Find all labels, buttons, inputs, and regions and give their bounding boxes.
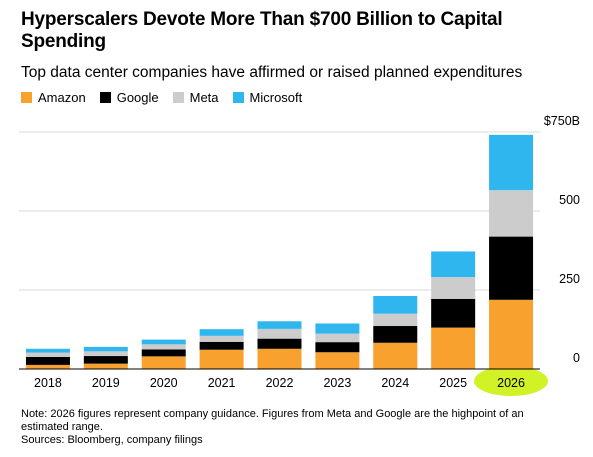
bar-segment	[83, 363, 128, 369]
bar-segment	[141, 344, 186, 350]
bar-segment	[141, 339, 186, 345]
legend-item: Amazon	[21, 90, 86, 105]
bar-segment	[257, 348, 302, 369]
y-tick-label: 250	[559, 272, 580, 286]
bar-segment	[257, 328, 302, 339]
bar-segment	[373, 326, 418, 343]
bar-segment	[489, 236, 534, 300]
legend-swatch	[21, 92, 32, 103]
bar-segment	[257, 338, 302, 349]
y-tick-label: 0	[573, 351, 580, 365]
bar-segment	[489, 134, 534, 191]
note: Note: 2026 figures represent company gui…	[21, 408, 524, 433]
chart-title: Hyperscalers Devote More Than $700 Billi…	[21, 9, 503, 52]
x-tick-label: 2024	[381, 376, 409, 390]
bar-segment	[25, 356, 70, 365]
x-tick-label: 2022	[266, 376, 294, 390]
bar-segment	[373, 342, 418, 369]
x-tick-label: 2026	[497, 376, 525, 390]
bar-segment	[315, 342, 360, 353]
legend-label: Meta	[189, 90, 219, 105]
bar-segment	[199, 335, 244, 342]
bar-segment	[83, 351, 128, 357]
legend-swatch	[232, 92, 244, 103]
x-tick-label: 2025	[439, 376, 467, 390]
bar-segment	[315, 323, 360, 334]
bar-segment	[315, 333, 360, 343]
legend-label: Microsoft	[249, 90, 303, 105]
legend-label: Google	[116, 90, 159, 105]
legend-item: Google	[99, 90, 159, 105]
x-tick-label: 2023	[323, 376, 351, 390]
legend-item: Microsoft	[232, 90, 303, 105]
bar-segment	[141, 356, 186, 369]
bar-segment	[199, 329, 244, 336]
bar-segment	[431, 277, 476, 299]
bar-segment	[199, 341, 244, 350]
bar-segment	[83, 346, 128, 352]
source: Sources: Bloomberg, company filings	[21, 434, 203, 446]
y-tick-label: $750B	[544, 114, 580, 128]
chart-subtitle: Top data center companies have affirmed …	[21, 64, 523, 81]
bar-segment	[315, 352, 360, 369]
x-tick-label: 2020	[150, 376, 178, 390]
y-tick-label: 500	[559, 193, 580, 207]
bar-segment	[373, 296, 418, 314]
legend-item: Meta	[172, 90, 219, 105]
bar-segment	[431, 251, 476, 278]
bar-segment	[25, 364, 70, 369]
legend-swatch	[99, 92, 111, 103]
bar-segment	[373, 313, 418, 327]
legend: Amazon Google Meta Microsoft	[21, 90, 302, 105]
bar-segment	[257, 321, 302, 329]
bar-segment	[431, 298, 476, 328]
highlight	[474, 366, 548, 396]
x-tick-label: 2019	[92, 376, 120, 390]
bar-segment	[141, 349, 186, 357]
bar-segment	[489, 299, 534, 369]
bar-segment	[25, 352, 70, 357]
x-tick-label: 2021	[208, 376, 236, 390]
bar-segment	[25, 348, 70, 353]
legend-label: Amazon	[38, 90, 86, 105]
bar-segment	[489, 190, 534, 237]
bar-segment	[83, 356, 128, 364]
legend-swatch	[172, 92, 184, 103]
bar-segment	[431, 327, 476, 369]
x-tick-label: 2018	[34, 376, 62, 390]
bar-segment	[199, 349, 244, 369]
